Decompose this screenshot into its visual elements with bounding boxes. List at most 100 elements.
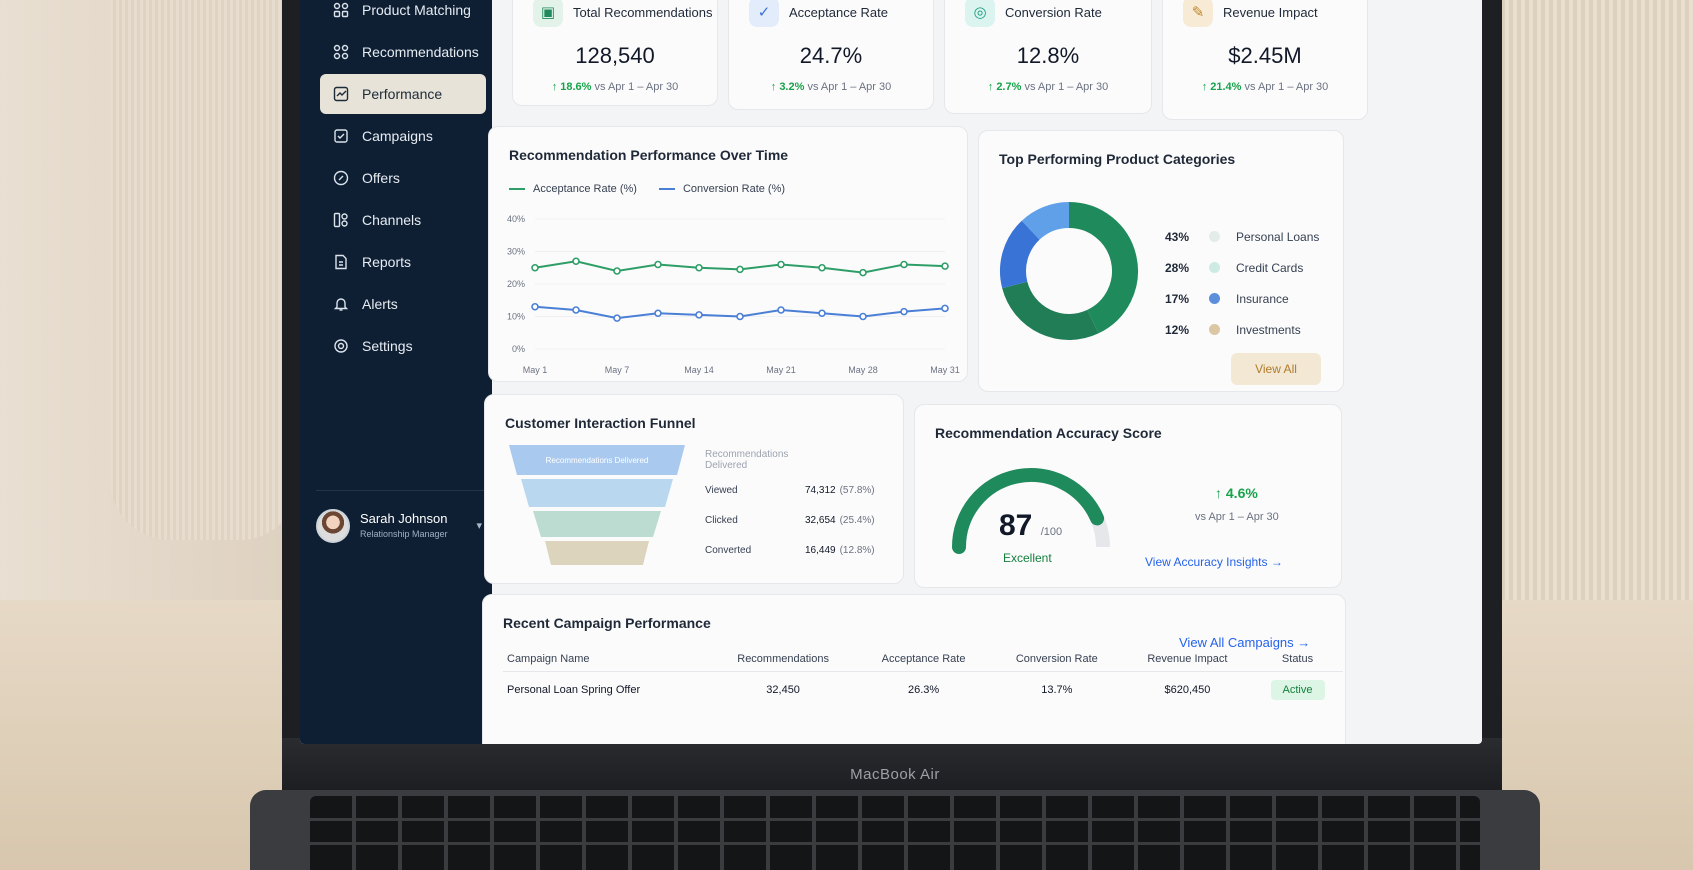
accuracy-rating: Excellent xyxy=(1003,551,1052,565)
funnel-label: Recommendations Delivered xyxy=(705,449,789,471)
avatar xyxy=(316,509,350,543)
campaigns-card: Recent Campaign Performance View All Cam… xyxy=(482,594,1346,744)
kpi-delta: ↑ 2.7% vs Apr 1 – Apr 30 xyxy=(945,81,1151,93)
column-header: Recommendations xyxy=(709,647,857,672)
user-profile[interactable]: Sarah Johnson Relationship Manager ▾ xyxy=(316,490,486,560)
sidebar-item-label: Product Matching xyxy=(362,2,471,18)
tag-icon xyxy=(332,169,350,187)
performance-chart-card: Recommendation Performance Over Time Acc… xyxy=(488,126,968,382)
funnel-title: Customer Interaction Funnel xyxy=(505,415,696,431)
data-point xyxy=(777,260,785,269)
data-point xyxy=(613,314,621,322)
kpi-delta-value: 21.4% xyxy=(1210,81,1242,93)
funnel-percent: (25.4%) xyxy=(839,515,875,526)
funnel-row-viewed: Viewed 74,312 (57.8%) xyxy=(705,485,875,496)
view-accuracy-insights-link[interactable]: View Accuracy Insights → xyxy=(1145,555,1283,569)
legend-label: Acceptance Rate (%) xyxy=(533,183,637,195)
keyboard-row-gap xyxy=(310,842,1480,845)
kpi-delta-value: 3.2% xyxy=(779,81,805,93)
y-tick-label: 0% xyxy=(512,344,525,354)
donut-slice-investments xyxy=(1021,202,1070,241)
up-arrow-icon: ↑ xyxy=(1201,81,1211,93)
sidebar-item-performance[interactable]: Performance xyxy=(320,74,486,114)
sidebar: Product Matching Recommendations Perform… xyxy=(300,0,492,744)
sidebar-item-label: Recommendations xyxy=(362,44,479,60)
document-icon xyxy=(332,253,350,271)
accuracy-score: 87 /100 xyxy=(999,509,1062,543)
sidebar-item-label: Settings xyxy=(362,338,413,354)
data-point xyxy=(572,257,580,266)
funnel-card: Customer Interaction Funnel Recommendati… xyxy=(484,394,904,584)
laptop-brand: MacBook Air xyxy=(850,766,940,783)
legend-percent: 28% xyxy=(1165,260,1190,275)
chart-check-icon xyxy=(332,85,350,103)
gauge-fill xyxy=(952,468,1105,554)
legend-category: Insurance xyxy=(1236,291,1289,306)
sidebar-item-label: Channels xyxy=(362,212,422,228)
x-tick-label: May 31 xyxy=(930,365,960,375)
funnel-percent: (12.8%) xyxy=(839,545,875,556)
funnel-stage-converted xyxy=(545,541,649,565)
view-all-button[interactable]: View All xyxy=(1231,353,1321,385)
funnel-percent: (57.8%) xyxy=(839,485,875,496)
kpi-period: vs Apr 1 – Apr 30 xyxy=(1244,81,1329,93)
sidebar-item-alerts[interactable]: Alerts xyxy=(320,284,486,324)
user-role: Relationship Manager xyxy=(360,529,448,539)
sidebar-item-campaigns[interactable]: Campaigns xyxy=(320,116,486,156)
legend-label: Conversion Rate (%) xyxy=(682,183,786,195)
kpi-title: Conversion Rate xyxy=(1005,5,1102,20)
check-badge-icon: ✓ xyxy=(749,0,779,27)
view-all-campaigns-link[interactable]: View All Campaigns → xyxy=(1179,635,1311,650)
y-tick-label: 20% xyxy=(507,279,525,289)
table-cell: Personal Loan Spring Offer xyxy=(507,684,641,696)
table-cell: Active xyxy=(1252,672,1343,709)
sidebar-item-recommendations[interactable]: Recommendations xyxy=(320,32,486,72)
x-tick-label: May 21 xyxy=(766,365,796,375)
table-row[interactable]: Personal Loan Spring Offer 32,450 26.3% … xyxy=(503,672,1343,709)
data-point xyxy=(777,306,785,314)
legend-category: Personal Loans xyxy=(1236,229,1320,244)
data-point xyxy=(941,304,949,313)
donut-legend-row: 12% Investments xyxy=(1165,314,1319,345)
kpi-period: vs Apr 1 – Apr 30 xyxy=(807,81,892,93)
column-header: Status xyxy=(1252,647,1343,672)
channels-icon xyxy=(332,211,350,229)
data-point xyxy=(695,263,703,272)
x-tick-label: May 28 xyxy=(848,365,878,375)
data-point xyxy=(900,307,908,316)
chevron-down-icon[interactable]: ▾ xyxy=(476,520,482,532)
up-arrow-icon: ↑ xyxy=(987,81,997,93)
data-point xyxy=(818,263,826,272)
sidebar-item-reports[interactable]: Reports xyxy=(320,242,486,282)
sidebar-item-product-matching[interactable]: Product Matching xyxy=(320,0,486,30)
sidebar-item-settings[interactable]: Settings xyxy=(320,326,486,366)
sidebar-item-channels[interactable]: Channels xyxy=(320,200,486,240)
accuracy-period: vs Apr 1 – Apr 30 xyxy=(1195,511,1279,523)
funnel-value: 74,312 xyxy=(805,485,836,496)
funnel-graphic: Recommendations Delivered xyxy=(509,445,685,565)
keyboard-keys xyxy=(310,796,1480,870)
table-cell: 26.3% xyxy=(907,684,940,696)
accuracy-card: Recommendation Accuracy Score 87 /100 Ex… xyxy=(914,404,1342,588)
y-tick-label: 40% xyxy=(507,214,525,224)
funnel-value: 16,449 xyxy=(805,545,836,556)
legend-category: Credit Cards xyxy=(1236,260,1304,275)
data-point xyxy=(531,263,539,272)
categories-title: Top Performing Product Categories xyxy=(999,151,1236,167)
kpi-delta: ↑ 21.4% vs Apr 1 – Apr 30 xyxy=(1163,81,1367,93)
kpi-period: vs Apr 1 – Apr 30 xyxy=(594,81,679,93)
accuracy-gauge xyxy=(952,468,1110,554)
data-point xyxy=(736,265,744,274)
donut-legend-row: 43% Personal Loans xyxy=(1165,221,1319,252)
funnel-stage-delivered xyxy=(509,445,685,475)
y-tick-label: 30% xyxy=(507,247,525,257)
funnel-stage-clicked xyxy=(533,511,661,537)
data-point xyxy=(859,312,867,321)
donut-slice-personal-loans xyxy=(1068,202,1138,334)
data-point xyxy=(695,311,703,319)
funnel-row-delivered: Recommendations Delivered xyxy=(705,449,795,471)
sidebar-item-label: Alerts xyxy=(362,296,398,312)
sidebar-item-offers[interactable]: Offers xyxy=(320,158,486,198)
x-tick-label: May 7 xyxy=(605,365,630,375)
legend-swatch xyxy=(658,188,675,191)
